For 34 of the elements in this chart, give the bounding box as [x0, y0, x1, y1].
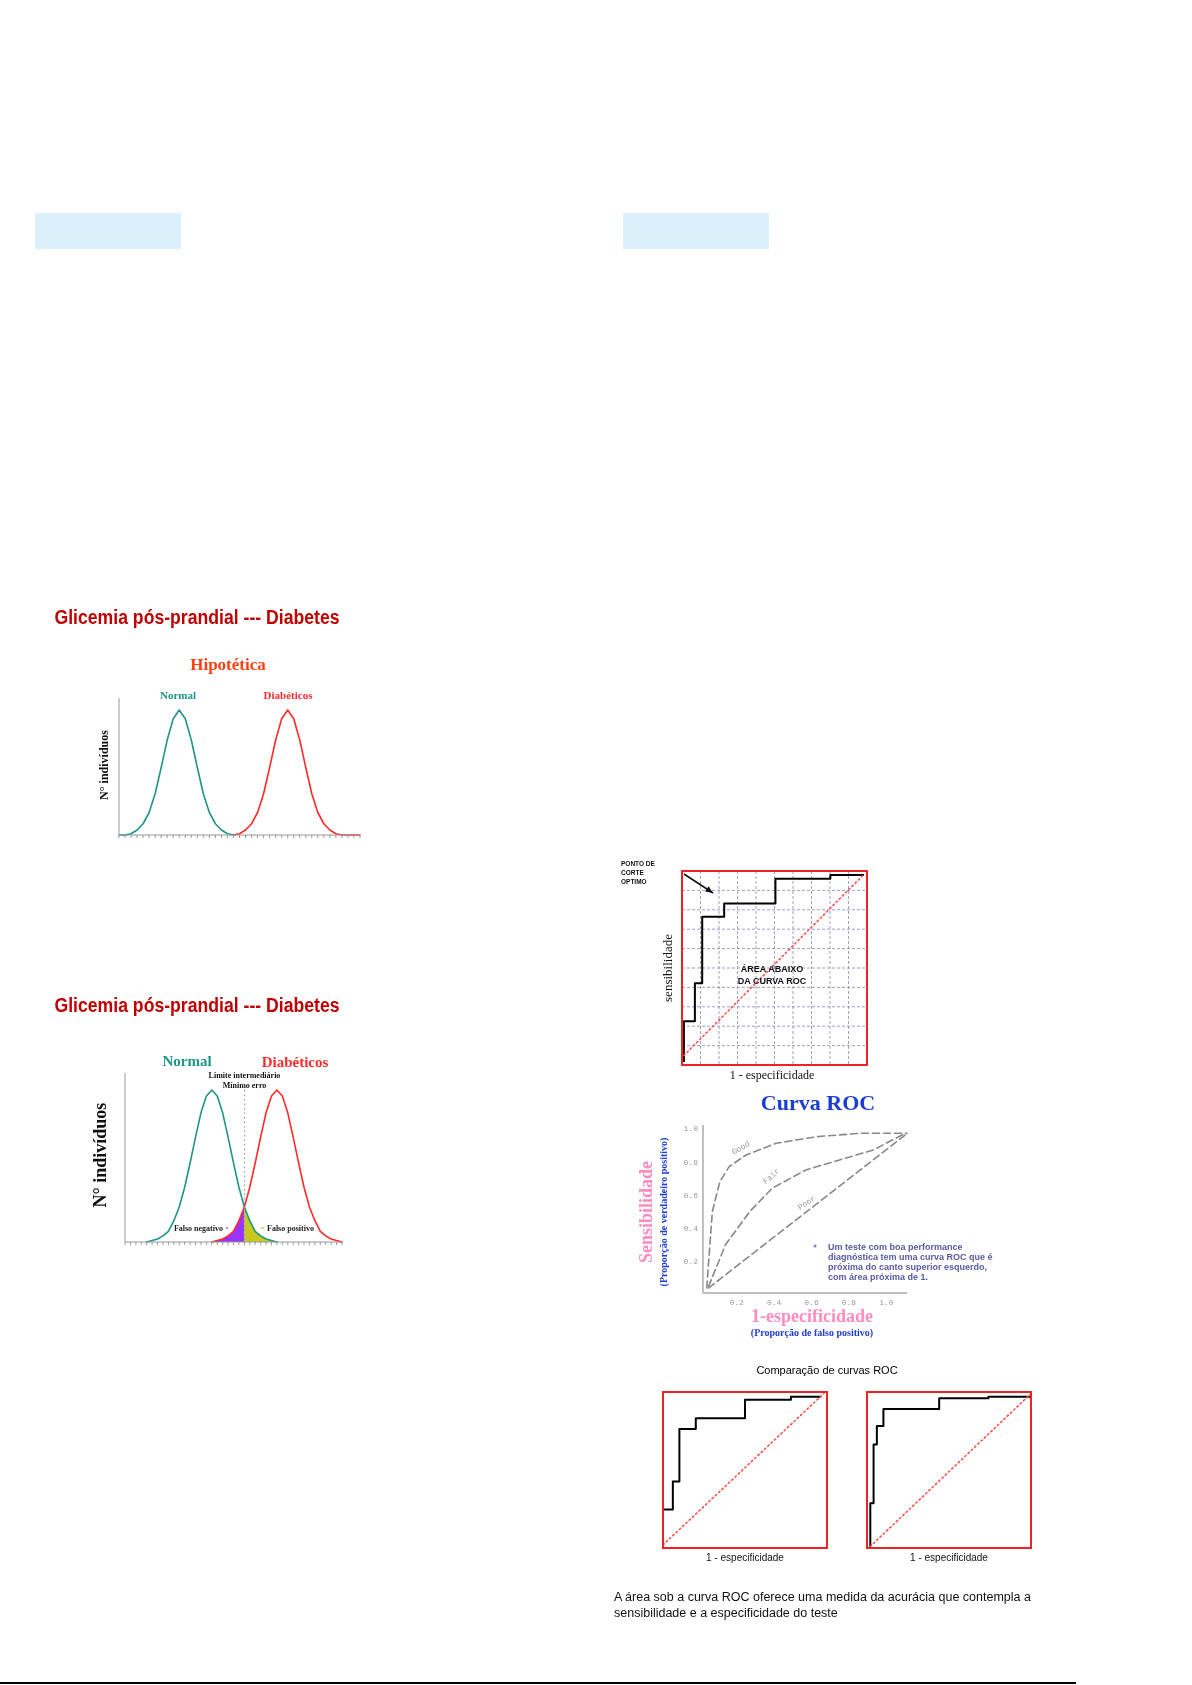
series-label: Diabéticos [261, 1054, 329, 1070]
y-tick-label: 0.4 [683, 1224, 699, 1234]
x-tick-label: 0.6 [804, 1298, 819, 1307]
series-label: Normal [162, 1053, 212, 1069]
x-tick-label: 0.2 [729, 1298, 745, 1307]
x-tick-label: 0.8 [841, 1298, 857, 1307]
y-tick-label: 0.6 [683, 1190, 699, 1200]
x-axis-title: 1-especificidade (Proporção de falso positivo) [750, 1306, 874, 1339]
annotation: Limite intermediário Mínimo erro [208, 1071, 281, 1090]
y-axis-title: N° indivíduos [97, 729, 111, 800]
text: Poor [796, 1193, 818, 1212]
series-label: Falso negativo [173, 1224, 223, 1233]
annotation: Um teste com boa performance diagnóstica tem uma curva ROC que é próxima do canto superior esquerdo, com área próxima de 1. [828, 1242, 993, 1282]
x-tick-label: 1.0 [879, 1298, 894, 1307]
x-axis-title: 1 - especificidade [910, 1552, 989, 1563]
x-axis-title: 1 - especificidade [729, 1068, 815, 1082]
chart-title: Comparação de curvas ROC [756, 1364, 898, 1376]
y-axis-title: N° indivíduos [90, 1102, 110, 1208]
text: A área sob a curva ROC oferece uma medida da acurácia que contempla a sensibilidade e a especificidade do teste [614, 1590, 1031, 1620]
series-label: Diabéticos [263, 689, 314, 701]
chart-subtitle: Hipotética [190, 655, 267, 674]
y-axis-title: Sensibilidade (Proporção de verdadeiro positivo) [636, 1137, 670, 1287]
chart-title: Glicemia pós-prandial --- Diabetes [54, 606, 378, 628]
y-axis-title: sensibilidade [660, 933, 675, 1002]
y-tick-label: 0.2 [683, 1257, 699, 1267]
x-axis-title: 1 - especificidade [706, 1552, 785, 1563]
y-tick-label: 1.0 [683, 1124, 699, 1134]
legend-label: Falso positivo [267, 1224, 314, 1233]
chart-title: Curva ROC [760, 1090, 876, 1115]
x-tick-label: 0.4 [766, 1298, 782, 1307]
chart-title: Glicemia pós-prandial --- Diabetes [54, 994, 378, 1016]
y-tick-label: 0.8 [683, 1157, 699, 1167]
annotation: ÁREA ABAIXO DA CURVA ROC [737, 964, 807, 986]
series-label: Normal [159, 689, 197, 701]
